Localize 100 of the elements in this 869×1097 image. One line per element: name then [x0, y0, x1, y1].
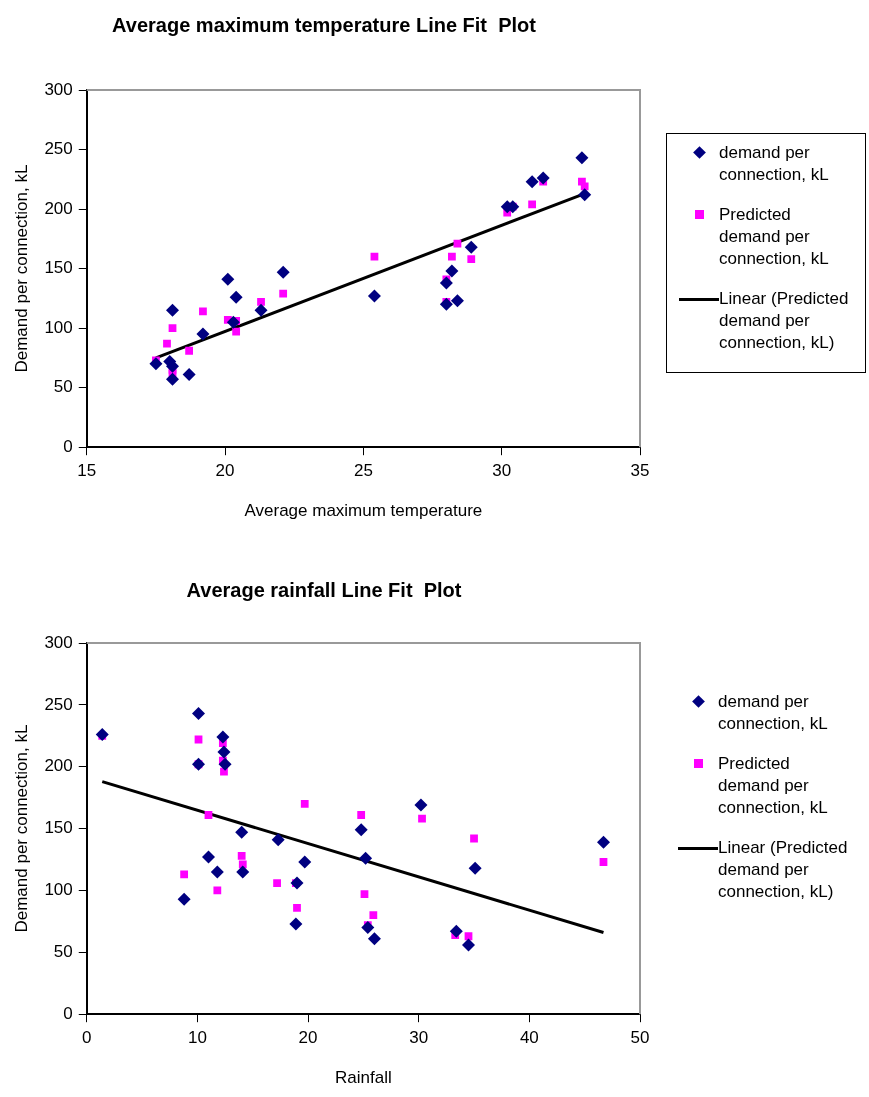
point: [213, 886, 222, 895]
point: [439, 297, 453, 311]
point: [254, 303, 268, 317]
point: [578, 188, 592, 202]
legend-label: Predicted demand per connection, kL: [718, 754, 828, 817]
point: [289, 917, 303, 931]
point: [226, 315, 240, 329]
legend-label: demand per connection, kL: [718, 692, 828, 733]
point: [450, 294, 464, 308]
point: [449, 924, 463, 938]
point: [528, 200, 537, 209]
x-axis-title: Rainfall: [335, 1068, 392, 1088]
y-tick-label: 300: [44, 79, 73, 99]
point: [149, 357, 163, 371]
point: [354, 823, 368, 837]
point: [468, 861, 482, 875]
y-tick-label: 50: [53, 377, 73, 397]
x-tick-label: 20: [215, 461, 235, 481]
point: [217, 745, 231, 759]
point: [470, 834, 478, 843]
y-tick-label: 200: [44, 198, 73, 218]
point: [180, 870, 189, 879]
y-tick-label: 300: [44, 632, 73, 652]
x-tick-label: 15: [77, 461, 97, 481]
point: [439, 276, 453, 290]
point: [271, 833, 285, 847]
point: [596, 835, 610, 849]
point: [232, 327, 241, 336]
point: [204, 811, 213, 819]
y-tick-label: 150: [44, 258, 73, 278]
point: [357, 811, 366, 819]
point: [445, 264, 459, 278]
point: [218, 757, 232, 771]
point: [166, 372, 180, 386]
point: [448, 252, 456, 261]
y-tick-label: 100: [44, 880, 73, 900]
point: [210, 865, 224, 879]
point: [221, 272, 235, 286]
point: [414, 798, 428, 812]
point: [462, 938, 475, 952]
legend-label: Linear (Predicted demand per connection, kL): [718, 838, 848, 901]
point: [300, 799, 309, 808]
point: [236, 865, 250, 879]
point: [599, 858, 608, 866]
chart-title: Average maximum temperature Line Fit Plot: [112, 13, 537, 36]
x-tick-label: 35: [630, 461, 650, 481]
y-axis-title: Demand per connection, kL: [11, 724, 31, 933]
y-tick-label: 0: [63, 1003, 73, 1023]
point: [369, 911, 378, 920]
legend-label: Linear (Predicted demand per connection, kL): [719, 289, 849, 352]
point: [237, 851, 246, 860]
point: [298, 855, 312, 869]
point: [467, 255, 476, 263]
point: [196, 327, 210, 341]
point: [168, 324, 177, 333]
point: [166, 303, 180, 317]
x-tick-label: 40: [519, 1028, 539, 1048]
point: [359, 851, 373, 865]
y-tick-label: 150: [44, 818, 73, 838]
legend-label: demand per connection, kL: [719, 143, 829, 184]
chart-title: Average rainfall Line Fit Plot: [186, 578, 462, 601]
point: [182, 368, 196, 382]
point: [273, 879, 281, 887]
point: [370, 252, 379, 261]
point: [229, 290, 243, 304]
point: [367, 289, 381, 303]
x-tick-label: 10: [187, 1028, 207, 1048]
x-axis-title: Average maximum temperature: [244, 501, 483, 521]
point: [361, 921, 375, 935]
y-tick-label: 200: [44, 756, 73, 776]
point: [192, 707, 206, 721]
point: [290, 876, 304, 890]
x-tick-label: 0: [82, 1028, 92, 1048]
y-tick-label: 0: [63, 436, 73, 456]
point: [216, 730, 230, 744]
point: [276, 265, 290, 279]
point: [257, 298, 265, 306]
point: [360, 890, 369, 899]
y-tick-label: 50: [53, 942, 73, 962]
point: [464, 240, 478, 254]
point: [418, 814, 426, 823]
point: [220, 767, 228, 776]
point: [575, 151, 589, 165]
point: [293, 903, 301, 912]
point: [185, 346, 193, 355]
y-tick-label: 100: [44, 317, 73, 337]
point: [163, 339, 171, 348]
point: [177, 892, 191, 906]
x-tick-label: 50: [630, 1028, 650, 1048]
legend-label: Predicted demand per connection, kL: [719, 205, 829, 268]
x-tick-label: 30: [492, 461, 512, 481]
point: [199, 307, 207, 316]
x-tick-label: 20: [298, 1028, 318, 1048]
y-tick-label: 250: [44, 694, 73, 714]
y-axis-title: Demand per connection, kL: [11, 164, 31, 373]
point: [536, 171, 550, 185]
point: [367, 932, 381, 946]
x-tick-label: 25: [353, 461, 373, 481]
point: [235, 825, 249, 839]
y-tick-label: 250: [44, 139, 73, 159]
